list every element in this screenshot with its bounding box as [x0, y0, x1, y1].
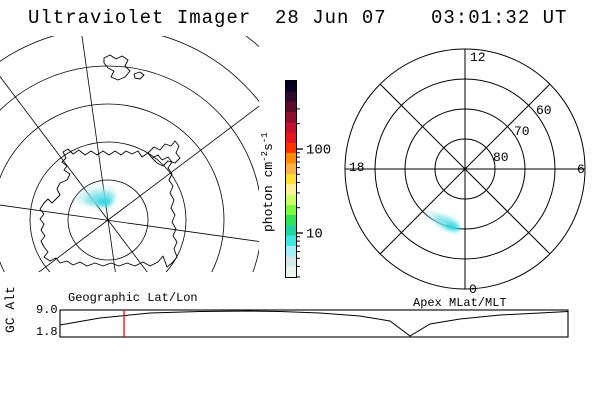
svg-text:photon cm-2s-1: photon cm-2s-1	[260, 132, 276, 232]
svg-text:10: 10	[306, 227, 323, 243]
svg-text:70: 70	[514, 124, 530, 139]
svg-text:GC Alt: GC Alt	[3, 286, 18, 333]
svg-text:6: 6	[577, 162, 585, 177]
svg-text:60: 60	[536, 103, 552, 118]
svg-text:18: 18	[349, 160, 365, 175]
svg-text:80: 80	[493, 150, 509, 165]
svg-text:12: 12	[470, 50, 486, 65]
svg-text:0: 0	[469, 282, 477, 297]
svg-text:100: 100	[306, 143, 331, 159]
